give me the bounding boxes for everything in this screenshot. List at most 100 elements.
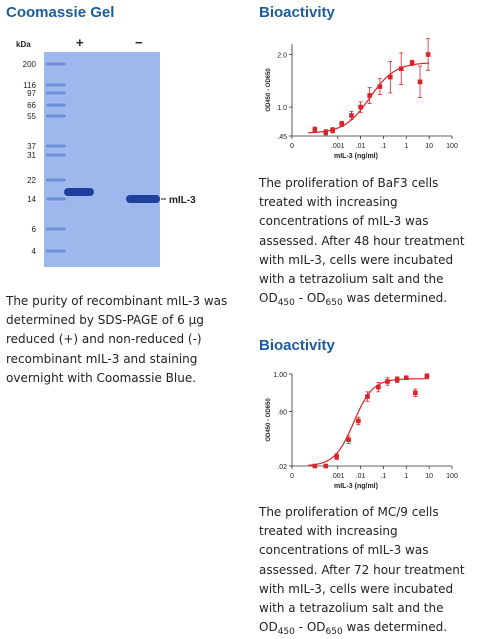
gel-marker-label: 31 <box>27 151 36 160</box>
bioactivity-2-od2-sub: 650 <box>325 627 343 638</box>
x-tick-label: 100 <box>446 143 458 150</box>
ladder-band <box>46 153 66 157</box>
y-tick-label: .45 <box>277 134 287 141</box>
bioactivity-1-desc-end: was determined. <box>342 291 448 306</box>
data-point <box>334 454 339 459</box>
gel-marker-label: 37 <box>27 142 36 151</box>
data-point <box>376 384 381 390</box>
gel-description: The purity of recombinant mIL-3 was dete… <box>6 294 228 385</box>
bioactivity-2-desc-end: was determined. <box>342 620 448 635</box>
x-tick-label: 1 <box>404 473 408 480</box>
band-label: mIL-3 <box>169 195 196 206</box>
x-tick-label: 0 <box>290 143 294 150</box>
x-tick-label: .001 <box>331 473 345 480</box>
data-point <box>365 394 370 399</box>
data-point <box>339 121 345 127</box>
gel-marker-label: 200 <box>23 60 37 69</box>
bioactivity-2-description: The proliferation of MC/9 cells treated … <box>259 503 477 637</box>
data-point <box>358 104 363 110</box>
bioactivity-1-od1-sub: 450 <box>277 298 295 309</box>
data-point <box>413 390 418 396</box>
x-tick-label: .1 <box>381 473 387 480</box>
bioactivity-chart-1: 0 .001 .01 .1 1 10 100 2.0 1.0 .45 mIL-3 (ng/ml) OD… <box>266 38 458 160</box>
x-tick-label: 10 <box>425 473 433 480</box>
lane-plus-label: + <box>76 35 84 50</box>
ladder-band <box>46 144 66 148</box>
ladder-band <box>46 249 66 253</box>
data-point <box>323 463 329 469</box>
data-point <box>367 93 372 98</box>
bioactivity-1-description: The proliferation of BaF3 cells treated … <box>259 174 477 308</box>
bioactivity-2-title: Bioactivity <box>259 337 335 354</box>
x-tick-label: 1 <box>404 143 408 150</box>
fit-curve <box>308 62 430 134</box>
bioactivity-1-title: Bioactivity <box>259 4 335 21</box>
y-tick-label: 1.0 <box>277 105 287 112</box>
ladder-band <box>46 227 66 231</box>
ladder-band <box>46 62 66 66</box>
gel-marker-label: 14 <box>27 195 36 204</box>
data-point <box>388 74 393 80</box>
gel-marker-label: 55 <box>27 112 36 121</box>
data-point <box>312 127 318 132</box>
data-point <box>425 52 431 57</box>
bioactivity-1-sep: - <box>294 291 307 306</box>
data-point <box>385 379 390 384</box>
bioactivity-1-desc-main: The proliferation of BaF3 cells treated … <box>259 176 465 287</box>
bioactivity-2-desc-main: The proliferation of MC/9 cells treated … <box>259 505 465 616</box>
bioactivity-1-od1: OD <box>259 291 278 306</box>
data-point <box>330 127 335 133</box>
data-point <box>356 418 361 424</box>
gel-marker-label: 97 <box>27 89 36 98</box>
data-point <box>346 437 351 443</box>
ladder-band <box>46 197 66 201</box>
x-tick-label: 10 <box>425 143 433 150</box>
data-point <box>398 66 404 72</box>
gel-marker-label: 6 <box>32 225 37 234</box>
bioactivity-2-od2: OD <box>306 620 326 635</box>
x-tick-label: .1 <box>381 143 387 150</box>
lane-minus-label: − <box>135 35 143 50</box>
x-tick-label: .001 <box>331 143 345 150</box>
y-axis-label: OD450 - OD650 <box>266 398 272 442</box>
data-point <box>323 130 329 135</box>
bioactivity-chart-2: 0 .001 .01 .1 1 10 100 1.00 .60 .02 mIL-3 (ng/ml) O… <box>266 372 458 490</box>
data-point <box>409 60 415 66</box>
y-tick-label: .60 <box>277 410 287 417</box>
ladder-band <box>46 178 66 182</box>
data-point <box>403 375 409 381</box>
ladder-band <box>46 83 66 87</box>
bioactivity-1-od2: OD <box>306 291 326 306</box>
gel-marker-label: 66 <box>27 101 36 110</box>
ladder-band <box>46 91 66 95</box>
bioactivity-2-sep: - <box>294 620 307 635</box>
y-tick-label: 2.0 <box>277 53 287 60</box>
data-point <box>377 84 383 89</box>
data-point <box>417 79 423 85</box>
data-point <box>424 373 430 379</box>
x-tick-label: .01 <box>356 143 366 150</box>
x-tick-label: 100 <box>446 473 458 480</box>
data-point <box>349 113 354 118</box>
y-axis-label: OD450 - OD650 <box>266 68 272 112</box>
band-reduced <box>64 188 94 196</box>
y-tick-label: .02 <box>277 464 287 471</box>
ladder-band <box>46 114 66 118</box>
x-axis-label: mIL-3 (ng/ml) <box>334 153 378 160</box>
data-point <box>394 377 400 382</box>
bioactivity-2-od1: OD <box>259 620 278 635</box>
gel-background <box>44 52 160 267</box>
ladder-band <box>46 103 66 107</box>
kda-label: kDa <box>16 40 31 49</box>
gel-marker-label: 116 <box>23 81 36 90</box>
x-tick-label: 0 <box>290 473 294 480</box>
fit-curve <box>307 378 430 466</box>
data-point <box>312 463 318 469</box>
bioactivity-2-od1-sub: 450 <box>277 627 295 638</box>
gel-marker-label: 22 <box>27 176 36 185</box>
y-tick-label: 1.00 <box>273 372 287 379</box>
bioactivity-1-od2-sub: 650 <box>325 298 343 309</box>
x-tick-label: .01 <box>356 473 366 480</box>
band-nonreduced <box>126 195 160 203</box>
